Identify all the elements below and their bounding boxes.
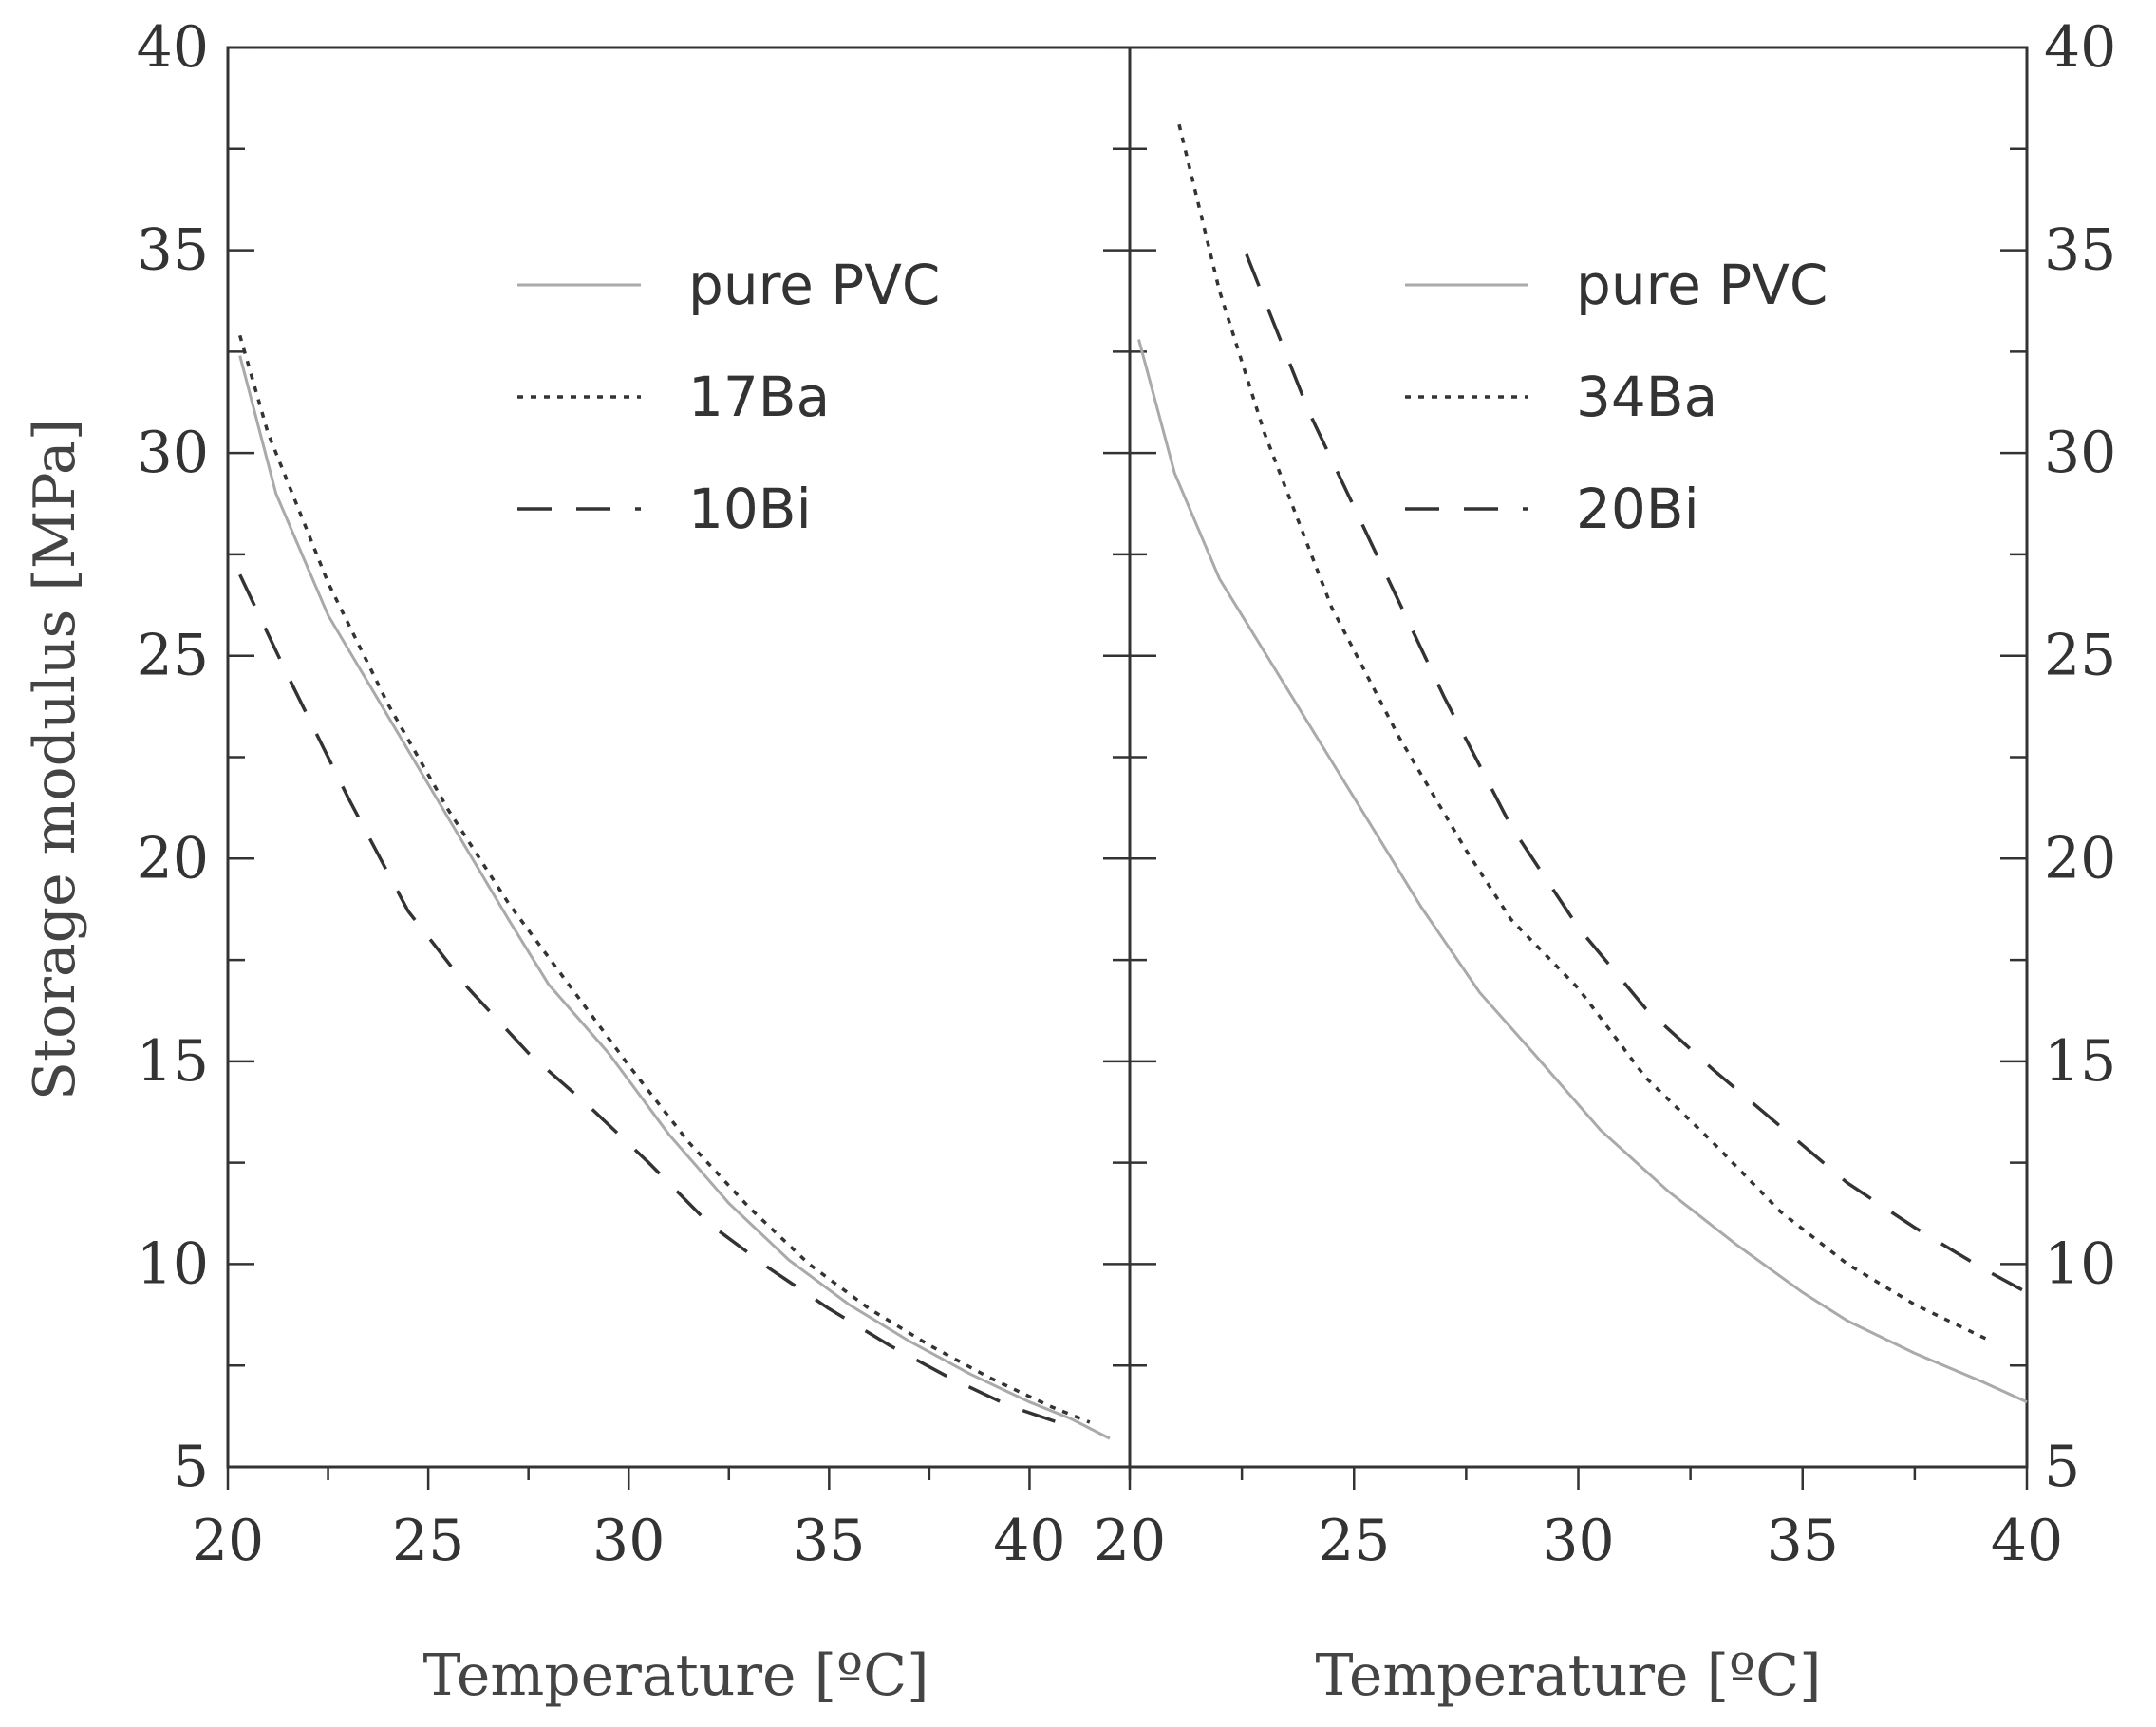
right-series-20bi [1245,253,2028,1294]
right-legend-label: 20Bi [1576,477,1699,541]
y-axis-title: Storage modulus [MPa] [22,419,88,1100]
right-y-tick-label: 30 [2044,420,2116,486]
left-plot-frame [226,46,1132,1469]
right-series-pure-pvc [1137,339,2028,1404]
right-x-tick-label: 30 [1542,1508,1614,1574]
left-panel: 20 25 30 35 40 5 10 15 20 25 30 35 40 pure PVC 17Ba 10B… [137,14,1132,1574]
right-legend-label: 34Ba [1576,365,1717,429]
right-y-tick-label: 40 [2044,14,2116,81]
right-y-tick-label: 5 [2044,1434,2080,1500]
right-y-tick-label: 10 [2044,1230,2116,1297]
right-x-tick-label: 25 [1318,1508,1390,1574]
left-series-10bi [238,573,1071,1428]
right-x-tick-label: 20 [1094,1508,1166,1574]
left-x-axis-title: Temperature [ºC] [422,1643,928,1709]
left-y-tick-label: 40 [137,14,209,81]
left-legend-label: pure PVC [688,253,940,317]
right-y-tick-label: 20 [2044,825,2116,892]
right-y-tick-label: 25 [2044,623,2116,689]
right-y-tick-label: 15 [2044,1028,2116,1095]
right-x-axis-title: Temperature [ºC] [1315,1643,1821,1709]
right-panel: 20 25 30 35 40 5 10 15 20 25 30 35 40 pure PVC 34Ba 20B… [1094,14,2117,1574]
right-series-34ba [1177,123,1992,1343]
left-y-tick-label: 30 [137,420,209,486]
left-y-tick-label: 10 [137,1230,209,1297]
left-x-tick-label: 40 [993,1508,1065,1574]
right-y-tick-label: 35 [2044,217,2116,284]
right-x-tick-label: 35 [1767,1508,1839,1574]
left-x-tick-label: 25 [392,1508,464,1574]
left-y-tick-label: 15 [137,1028,209,1095]
left-y-tick-label: 20 [137,825,209,892]
left-x-tick-label: 30 [592,1508,665,1574]
left-series-17ba [238,334,1091,1424]
left-y-tick-label: 35 [137,217,209,284]
right-x-tick-label: 40 [1991,1508,2063,1574]
left-y-tick-label: 25 [137,623,209,689]
left-legend-label: 10Bi [688,477,812,541]
left-legend-label: 17Ba [688,365,830,429]
left-x-tick-label: 20 [192,1508,264,1574]
left-y-tick-label: 5 [173,1434,209,1500]
left-x-tick-label: 35 [793,1508,865,1574]
left-series-pure-pvc [238,355,1111,1440]
right-legend-label: pure PVC [1576,253,1828,317]
